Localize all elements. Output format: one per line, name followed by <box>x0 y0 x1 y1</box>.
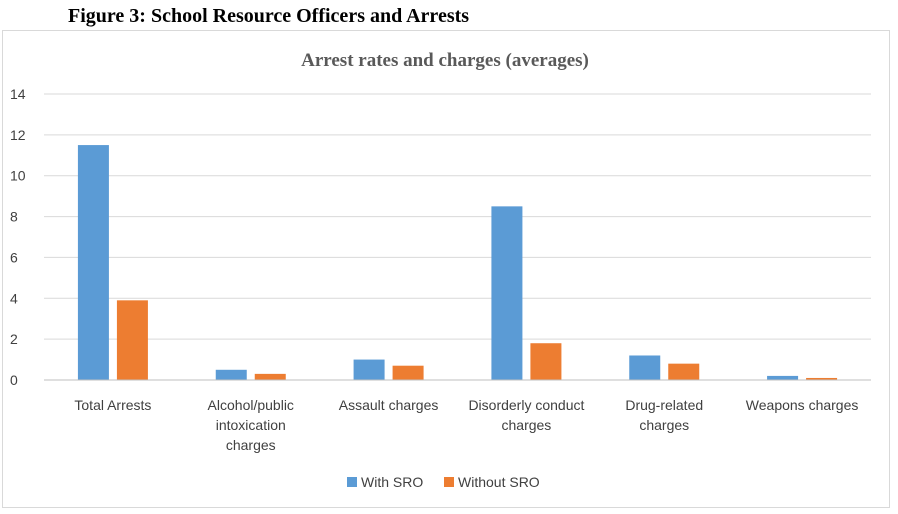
x-tick-label: charges <box>502 417 552 433</box>
legend-swatch <box>444 477 454 487</box>
x-tick-label: Alcohol/public <box>208 397 294 413</box>
x-tick-label: Assault charges <box>339 397 439 413</box>
y-tick-label: 8 <box>10 209 18 225</box>
bar-without-sro <box>806 377 838 380</box>
bar-without-sro <box>668 363 700 380</box>
bar-with-sro <box>77 145 109 380</box>
bars <box>77 145 838 380</box>
bar-with-sro <box>767 375 799 380</box>
bar-without-sro <box>254 373 286 380</box>
bar-with-sro <box>491 206 523 380</box>
x-axis-labels: Total Arrests Alcohol/public intoxication c… <box>74 397 858 453</box>
x-tick-label: charges <box>639 417 689 433</box>
legend: With SRO Without SRO <box>347 474 540 490</box>
bar-with-sro <box>215 369 247 380</box>
x-tick-label: Weapons charges <box>746 397 859 413</box>
legend-swatch <box>347 477 357 487</box>
bar-without-sro <box>530 343 562 380</box>
gridlines <box>44 93 871 340</box>
y-axis-ticks: 0 2 4 6 8 10 12 14 <box>10 86 26 388</box>
chart-frame <box>2 30 890 508</box>
bar-without-sro <box>392 365 424 380</box>
y-tick-label: 12 <box>10 127 26 143</box>
y-tick-label: 10 <box>10 168 26 184</box>
bar-with-sro <box>353 359 385 380</box>
x-tick-label: Drug-related <box>625 397 703 413</box>
bar-without-sro <box>116 300 148 380</box>
x-tick-label: charges <box>226 437 276 453</box>
bar-with-sro <box>629 355 661 380</box>
y-tick-label: 0 <box>10 372 18 388</box>
x-tick-label: Disorderly conduct <box>468 397 584 413</box>
figure-title: Figure 3: School Resource Officers and A… <box>68 5 470 27</box>
chart-title: Arrest rates and charges (averages) <box>301 50 589 71</box>
x-tick-label: intoxication <box>216 417 286 433</box>
legend-label: With SRO <box>361 474 423 490</box>
y-tick-label: 4 <box>10 290 18 306</box>
y-tick-label: 2 <box>10 331 18 347</box>
y-tick-label: 14 <box>10 86 26 102</box>
legend-label: Without SRO <box>458 474 540 490</box>
x-tick-label: Total Arrests <box>74 397 151 413</box>
y-tick-label: 6 <box>10 249 18 265</box>
